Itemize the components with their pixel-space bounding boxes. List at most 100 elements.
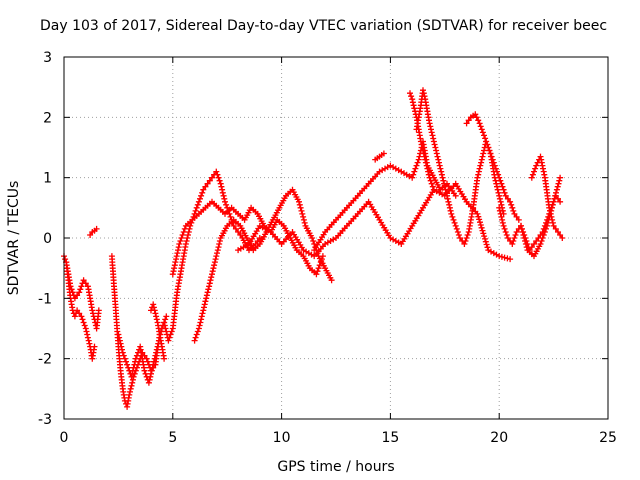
data-point bbox=[314, 268, 321, 275]
data-point bbox=[130, 364, 137, 371]
data-point bbox=[426, 120, 433, 127]
data-point bbox=[91, 343, 98, 350]
data-point bbox=[301, 219, 308, 226]
data-point bbox=[150, 358, 157, 365]
data-point bbox=[215, 244, 222, 251]
data-point bbox=[528, 244, 535, 251]
data-point bbox=[205, 286, 212, 293]
data-point bbox=[169, 271, 176, 278]
data-point bbox=[425, 171, 432, 178]
data-point bbox=[192, 207, 199, 214]
data-point bbox=[148, 370, 154, 377]
y-tick-label: -1 bbox=[38, 291, 52, 307]
data-point bbox=[162, 316, 169, 323]
data-point bbox=[477, 222, 484, 228]
data-point bbox=[504, 255, 511, 262]
chart-title: Day 103 of 2017, Sidereal Day-to-day VTE… bbox=[40, 18, 607, 34]
data-point bbox=[495, 189, 502, 196]
data-point bbox=[496, 204, 503, 211]
data-point bbox=[484, 244, 491, 251]
data-point bbox=[464, 232, 471, 238]
data-point bbox=[441, 183, 448, 190]
data-point bbox=[180, 229, 187, 235]
data-point bbox=[461, 241, 468, 247]
data-point bbox=[216, 238, 223, 244]
data-point bbox=[206, 280, 213, 287]
data-point bbox=[206, 283, 213, 290]
data-point bbox=[80, 319, 87, 326]
data-point bbox=[503, 232, 510, 238]
data-point bbox=[476, 216, 483, 223]
data-point bbox=[539, 229, 546, 235]
data-point bbox=[429, 183, 436, 190]
data-point bbox=[218, 183, 225, 190]
data-point bbox=[431, 141, 438, 148]
data-point bbox=[179, 232, 186, 238]
data-point bbox=[475, 117, 482, 124]
data-point bbox=[199, 189, 206, 196]
data-point bbox=[416, 153, 423, 160]
data-point bbox=[477, 162, 484, 169]
data-point bbox=[196, 322, 203, 329]
data-point bbox=[480, 230, 487, 237]
data-point bbox=[89, 307, 96, 314]
data-point bbox=[437, 165, 444, 172]
data-point bbox=[193, 204, 200, 211]
data-series bbox=[407, 90, 437, 193]
data-point bbox=[197, 319, 204, 326]
data-point bbox=[479, 227, 486, 234]
data-point bbox=[497, 198, 504, 205]
data-point bbox=[523, 238, 530, 244]
data-point bbox=[211, 262, 218, 269]
data-point bbox=[310, 238, 317, 244]
data-point bbox=[446, 204, 453, 211]
data-point bbox=[407, 90, 413, 97]
data-point bbox=[432, 144, 439, 151]
data-point bbox=[442, 186, 449, 193]
data-point bbox=[185, 229, 192, 235]
data-point bbox=[545, 213, 552, 220]
data-point bbox=[476, 165, 483, 172]
data-point bbox=[433, 150, 440, 157]
data-point bbox=[163, 313, 170, 320]
data-point bbox=[176, 241, 183, 247]
data-point bbox=[428, 126, 434, 133]
data-point bbox=[172, 259, 179, 266]
x-tick-label: 20 bbox=[490, 430, 508, 446]
data-point bbox=[462, 238, 469, 244]
data-point bbox=[201, 304, 207, 311]
data-series bbox=[87, 225, 100, 238]
data-series bbox=[528, 153, 566, 241]
data-point bbox=[428, 180, 435, 187]
data-point bbox=[550, 198, 557, 205]
data-point bbox=[450, 216, 457, 223]
data-point bbox=[489, 156, 496, 163]
y-tick-label: 1 bbox=[43, 171, 52, 187]
data-point bbox=[474, 174, 481, 181]
data-point bbox=[71, 313, 78, 320]
y-tick-label: -3 bbox=[38, 412, 52, 428]
data-point bbox=[171, 265, 178, 272]
data-point bbox=[421, 93, 428, 100]
data-point bbox=[518, 222, 524, 229]
data-point bbox=[475, 213, 482, 220]
data-point bbox=[513, 229, 520, 235]
data-point bbox=[209, 268, 216, 275]
data-point bbox=[452, 222, 459, 229]
data-point bbox=[232, 225, 239, 232]
data-point bbox=[494, 183, 500, 190]
data-point bbox=[417, 138, 424, 145]
data-point bbox=[150, 301, 157, 308]
data-point bbox=[198, 192, 205, 199]
data-point bbox=[78, 283, 85, 290]
data-point bbox=[533, 162, 540, 169]
data-point bbox=[410, 171, 417, 178]
data-point bbox=[298, 207, 305, 214]
data-point bbox=[531, 168, 537, 175]
x-axis-label: GPS time / hours bbox=[277, 459, 394, 475]
data-point bbox=[552, 225, 559, 232]
data-point bbox=[219, 186, 226, 193]
data-series bbox=[63, 259, 102, 332]
data-point bbox=[501, 189, 508, 196]
data-point bbox=[413, 162, 420, 169]
